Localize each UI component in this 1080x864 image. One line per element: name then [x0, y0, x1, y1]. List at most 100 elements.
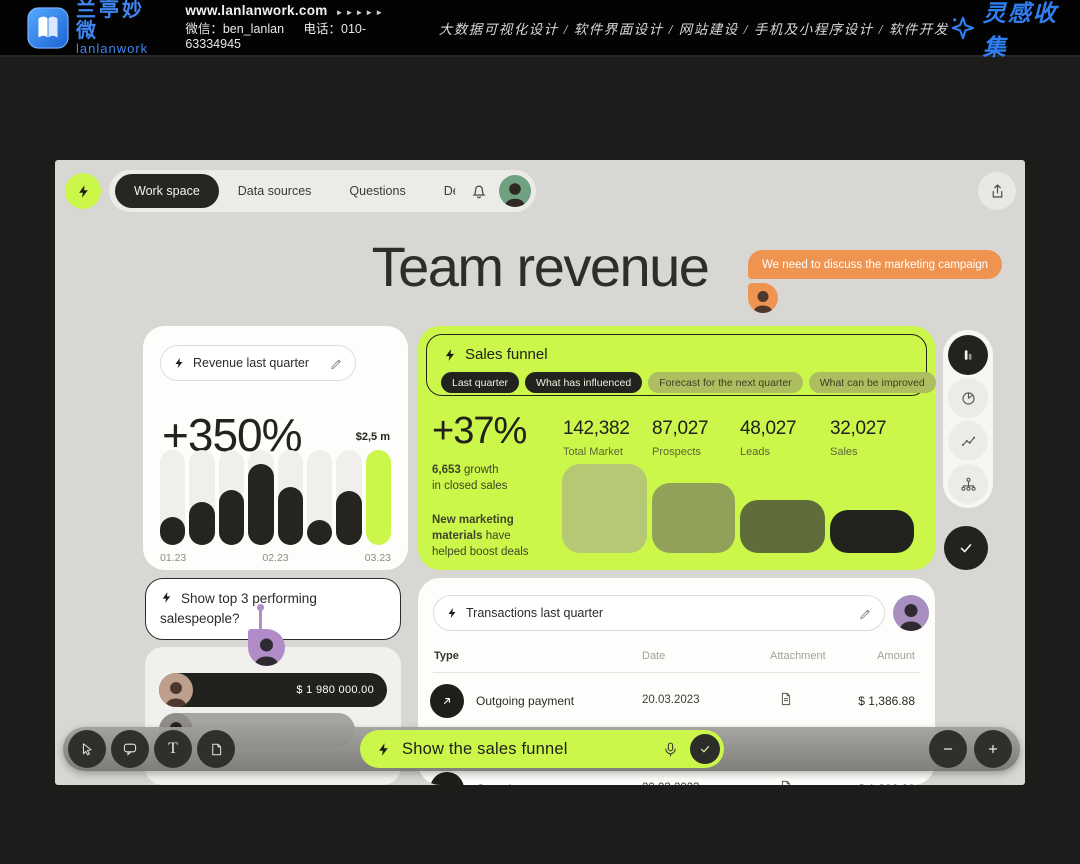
- brand-block: 兰亭妙微 lanlanwork: [76, 0, 152, 55]
- outgoing-payment-icon: [430, 684, 464, 718]
- transactions-query-pill[interactable]: Transactions last quarter: [433, 595, 885, 631]
- question-card[interactable]: Show top 3 performing salespeople?: [145, 578, 401, 640]
- edit-icon[interactable]: [329, 356, 343, 370]
- growth-line2: in closed sales: [432, 480, 508, 493]
- x-label: 02.23: [262, 552, 289, 564]
- lightning-icon: [160, 591, 173, 604]
- sales-funnel-card: Sales funnel Last quarter What has influ…: [418, 326, 936, 570]
- insight-rest: have helped boost deals: [432, 530, 529, 559]
- microphone-icon[interactable]: [662, 741, 679, 758]
- transactions-author-avatar: [893, 595, 929, 631]
- lightning-icon: [443, 348, 457, 362]
- revenue-query-pill[interactable]: Revenue last quarter: [160, 345, 356, 381]
- growth-number: 6,653: [432, 464, 461, 476]
- stat-label: Leads: [740, 446, 770, 458]
- brand-name-cn: 兰亭妙微: [76, 0, 145, 42]
- bar: [277, 487, 303, 545]
- bar: [248, 464, 274, 545]
- funnel-tab-improved[interactable]: What can be improved: [808, 372, 936, 393]
- stat-value: 142,382: [563, 418, 630, 439]
- attachment-file-icon[interactable]: [778, 691, 794, 707]
- bar: [306, 520, 333, 545]
- attachment-file-icon[interactable]: [778, 779, 794, 785]
- transaction-date: 20.03.2023: [642, 782, 700, 785]
- wechat-label: 微信：ben_lanlan: [185, 22, 285, 37]
- bar-chart-type-button[interactable]: [948, 335, 988, 375]
- comment-bubble[interactable]: We need to discuss the marketing campaig…: [748, 250, 1003, 279]
- current-user-avatar[interactable]: [499, 175, 531, 207]
- comment-author-avatar: [748, 283, 778, 313]
- website-link[interactable]: www.lanlanwork.com: [185, 2, 328, 18]
- page-title: Team revenue: [371, 235, 710, 298]
- arrows-decoration: ►►►►►: [335, 7, 386, 17]
- stat-label: Sales: [830, 446, 858, 458]
- growth-word: growth: [460, 464, 499, 476]
- bar-highlight: [365, 450, 391, 545]
- comment-tool-button[interactable]: [111, 730, 149, 768]
- zoom-out-button[interactable]: [929, 730, 967, 768]
- funnel-tab-forecast[interactable]: Forecast for the next quarter: [648, 372, 803, 393]
- salesperson-avatar-1: [159, 673, 193, 707]
- bar-track: [218, 450, 245, 545]
- phone-label: 电话：010-63334945: [185, 22, 367, 52]
- bar: [160, 516, 186, 545]
- notification-user-group: [455, 170, 536, 212]
- pie-chart-type-button[interactable]: [948, 378, 988, 418]
- hierarchy-chart-type-button[interactable]: [948, 464, 988, 504]
- x-label: 01.23: [160, 552, 187, 564]
- tab-work-space[interactable]: Work space: [115, 174, 219, 208]
- bar: [218, 489, 245, 545]
- edit-icon[interactable]: [858, 606, 872, 620]
- funnel-tab-last-quarter[interactable]: Last quarter: [441, 372, 520, 393]
- dashboard-app: Work space Data sources Questions Defini…: [55, 160, 1025, 785]
- bar: [336, 490, 362, 545]
- confirm-button[interactable]: [944, 526, 988, 570]
- bell-icon[interactable]: [470, 182, 488, 200]
- stat-prospects: 87,027 Prospects: [652, 418, 709, 458]
- bar-track: [306, 450, 333, 545]
- cursor-tool-button[interactable]: [68, 730, 106, 768]
- text-tool-button[interactable]: T: [154, 730, 192, 768]
- line-chart-type-button[interactable]: [948, 421, 988, 461]
- stat-value: 48,027: [740, 418, 797, 439]
- lightning-icon: [76, 184, 91, 199]
- share-button[interactable]: [978, 172, 1016, 210]
- table-divider: [433, 672, 920, 673]
- insight-bold: New marketing materials: [432, 514, 514, 543]
- question-text: Show top 3 performing salespeople?: [160, 591, 317, 627]
- zoom-in-button[interactable]: [974, 730, 1012, 768]
- col-amount: Amount: [877, 650, 915, 662]
- tab-data-sources[interactable]: Data sources: [237, 184, 312, 198]
- table-row[interactable]: Outgoing payment 20.03.2023 $ 1,386.88: [418, 682, 935, 724]
- promo-banner: 兰亭妙微 lanlanwork www.lanlanwork.com ►►►►► …: [0, 0, 1080, 60]
- col-attachment: Attachment: [770, 650, 826, 662]
- document-tool-button[interactable]: [197, 730, 235, 768]
- share-icon: [989, 183, 1006, 200]
- lightning-icon: [446, 607, 458, 619]
- funnel-block-1: [562, 464, 647, 553]
- table-row-partial[interactable]: Outgoing payment 20.03.2023 $ 1,296.00: [418, 770, 935, 785]
- star-icon: [949, 14, 976, 41]
- revenue-peak-label: $2,5 m: [355, 431, 390, 443]
- bar-track: [336, 450, 362, 545]
- tab-questions[interactable]: Questions: [349, 184, 406, 198]
- submit-prompt-button[interactable]: [690, 734, 720, 764]
- stat-label: Total Market: [563, 446, 623, 458]
- funnel-tab-influenced[interactable]: What has influenced: [525, 372, 643, 393]
- bar-track: [277, 450, 303, 545]
- contact-block: www.lanlanwork.com ►►►►► 微信：ben_lanlan 电话…: [185, 3, 394, 52]
- chart-type-rail: [943, 330, 993, 508]
- transaction-amount: $ 1,386.88: [858, 694, 915, 708]
- funnel-growth-note: 6,653 growth in closed sales: [432, 462, 507, 494]
- revenue-card: Revenue last quarter +350% $2,5 m 01.23: [143, 326, 408, 570]
- prompt-input[interactable]: Show the sales funnel: [360, 730, 724, 768]
- cursor-user-avatar: [248, 629, 285, 666]
- bar-track: [248, 450, 274, 545]
- main-nav: Work space Data sources Questions Defini…: [109, 170, 528, 212]
- app-logo-button[interactable]: [65, 173, 101, 209]
- transaction-amount: $ 1,296.00: [858, 782, 915, 785]
- text-tool-glyph: T: [168, 740, 178, 757]
- transactions-query-text: Transactions last quarter: [466, 606, 604, 620]
- revenue-bar-chart: [160, 450, 391, 545]
